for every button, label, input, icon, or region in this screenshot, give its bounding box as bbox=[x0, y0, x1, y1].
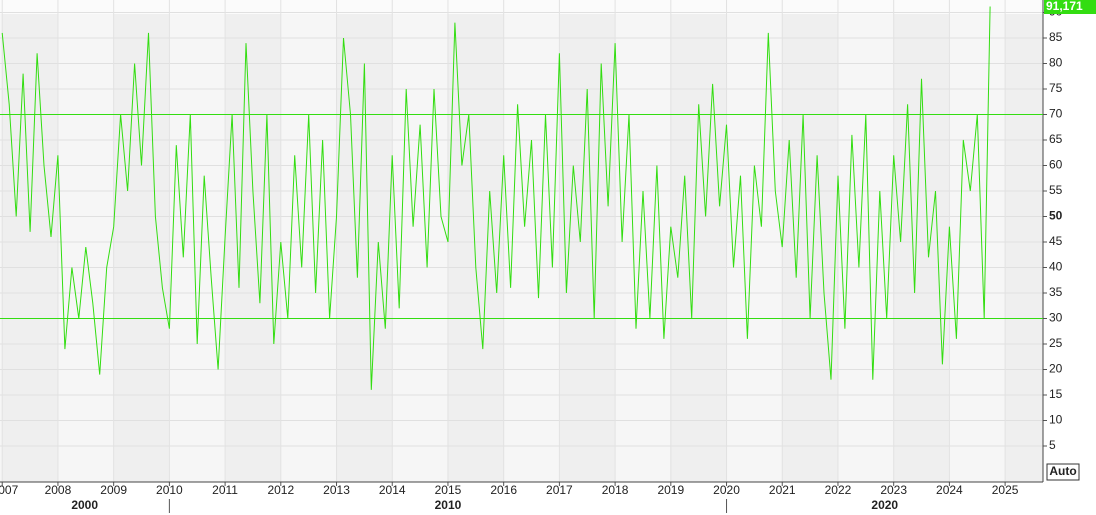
year-band bbox=[949, 0, 1006, 482]
y-tick-label: 80 bbox=[1049, 56, 1063, 70]
x-tick-label: 2013 bbox=[323, 483, 350, 497]
y-tick-label: 5 bbox=[1049, 438, 1056, 452]
y-tick-label: 65 bbox=[1049, 132, 1063, 146]
y-tick-label: 55 bbox=[1049, 183, 1063, 197]
series-line bbox=[1, 6, 991, 390]
y-tick-label: 40 bbox=[1049, 260, 1063, 274]
year-band bbox=[169, 0, 226, 482]
x-tick-label: 2019 bbox=[657, 483, 684, 497]
y-tick-label: 30 bbox=[1049, 311, 1063, 325]
year-band bbox=[782, 0, 838, 482]
y-tick-label: 15 bbox=[1049, 387, 1063, 401]
x-tick-label: 2008 bbox=[45, 483, 72, 497]
year-band bbox=[726, 0, 783, 482]
y-tick-label: 25 bbox=[1049, 336, 1063, 350]
x-tick-label: 2014 bbox=[379, 483, 406, 497]
x-tick-label: 2023 bbox=[880, 483, 907, 497]
year-band bbox=[0, 0, 3, 482]
x-tick-label: 2010 bbox=[156, 483, 183, 497]
x-tick-label: 2018 bbox=[602, 483, 629, 497]
x-tick-label: 007 bbox=[0, 483, 19, 497]
year-band bbox=[893, 0, 950, 482]
y-tick-label: 85 bbox=[1049, 30, 1063, 44]
year-band bbox=[559, 0, 616, 482]
year-band bbox=[670, 0, 727, 482]
y-tick-label: 50 bbox=[1049, 209, 1063, 223]
year-band bbox=[615, 0, 671, 482]
x-tick-label: 2012 bbox=[267, 483, 294, 497]
auto-button-label[interactable]: Auto bbox=[1049, 464, 1076, 478]
x-tick-label: 2015 bbox=[435, 483, 462, 497]
y-tick-label: 35 bbox=[1049, 285, 1063, 299]
y-tick-label: 70 bbox=[1049, 107, 1063, 121]
year-band bbox=[1005, 0, 1043, 482]
x-tick-label: 2024 bbox=[936, 483, 963, 497]
x-tick-label: 2025 bbox=[992, 483, 1019, 497]
decade-label: 2000 bbox=[71, 498, 98, 512]
y-tick-label: 75 bbox=[1049, 81, 1063, 95]
y-tick-label: 20 bbox=[1049, 362, 1063, 376]
year-band bbox=[280, 0, 337, 482]
last-value-box bbox=[1044, 0, 1096, 14]
year-band bbox=[2, 0, 58, 482]
year-band bbox=[503, 0, 560, 482]
top-strip bbox=[0, 0, 1043, 14]
x-tick-label: 2011 bbox=[212, 483, 238, 497]
x-tick-label: 2021 bbox=[769, 483, 796, 497]
x-tick-label: 2009 bbox=[100, 483, 127, 497]
year-band bbox=[225, 0, 281, 482]
y-tick-label: 60 bbox=[1049, 158, 1063, 172]
auto-button[interactable] bbox=[1046, 463, 1080, 481]
x-tick-label: 2022 bbox=[825, 483, 852, 497]
y-tick-label: 45 bbox=[1049, 234, 1063, 248]
decade-label: 2020 bbox=[871, 498, 898, 512]
decade-label: 2010 bbox=[435, 498, 462, 512]
year-band bbox=[837, 0, 894, 482]
x-tick-label: 2020 bbox=[713, 483, 740, 497]
x-tick-label: 2017 bbox=[546, 483, 573, 497]
last-value-label: 91,171 bbox=[1046, 0, 1083, 13]
year-band bbox=[113, 0, 170, 482]
year-band bbox=[392, 0, 448, 482]
x-tick-label: 2016 bbox=[490, 483, 517, 497]
year-band bbox=[57, 0, 114, 482]
year-band bbox=[447, 0, 504, 482]
y-tick-label: 10 bbox=[1049, 413, 1063, 427]
